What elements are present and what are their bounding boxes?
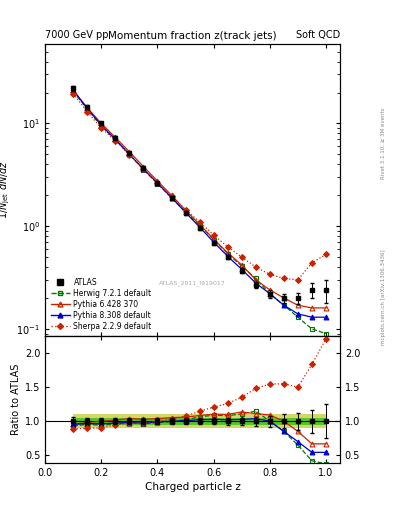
Text: mcplots.cern.ch [arXiv:1306.3436]: mcplots.cern.ch [arXiv:1306.3436] (381, 249, 386, 345)
Y-axis label: Ratio to ATLAS: Ratio to ATLAS (11, 364, 21, 435)
Y-axis label: $1/N_\mathrm{jet}\ dN/dz$: $1/N_\mathrm{jet}\ dN/dz$ (0, 160, 12, 220)
Text: Soft QCD: Soft QCD (296, 30, 340, 40)
Text: 7000 GeV pp: 7000 GeV pp (45, 30, 109, 40)
X-axis label: Charged particle z: Charged particle z (145, 482, 241, 493)
Title: Momentum fraction z(track jets): Momentum fraction z(track jets) (108, 31, 277, 41)
Text: Rivet 3.1.10, ≥ 3M events: Rivet 3.1.10, ≥ 3M events (381, 108, 386, 179)
Text: ATLAS_2011_I919017: ATLAS_2011_I919017 (159, 281, 226, 286)
Legend: ATLAS, Herwig 7.2.1 default, Pythia 6.428 370, Pythia 8.308 default, Sherpa 2.2.: ATLAS, Herwig 7.2.1 default, Pythia 6.42… (49, 276, 153, 332)
